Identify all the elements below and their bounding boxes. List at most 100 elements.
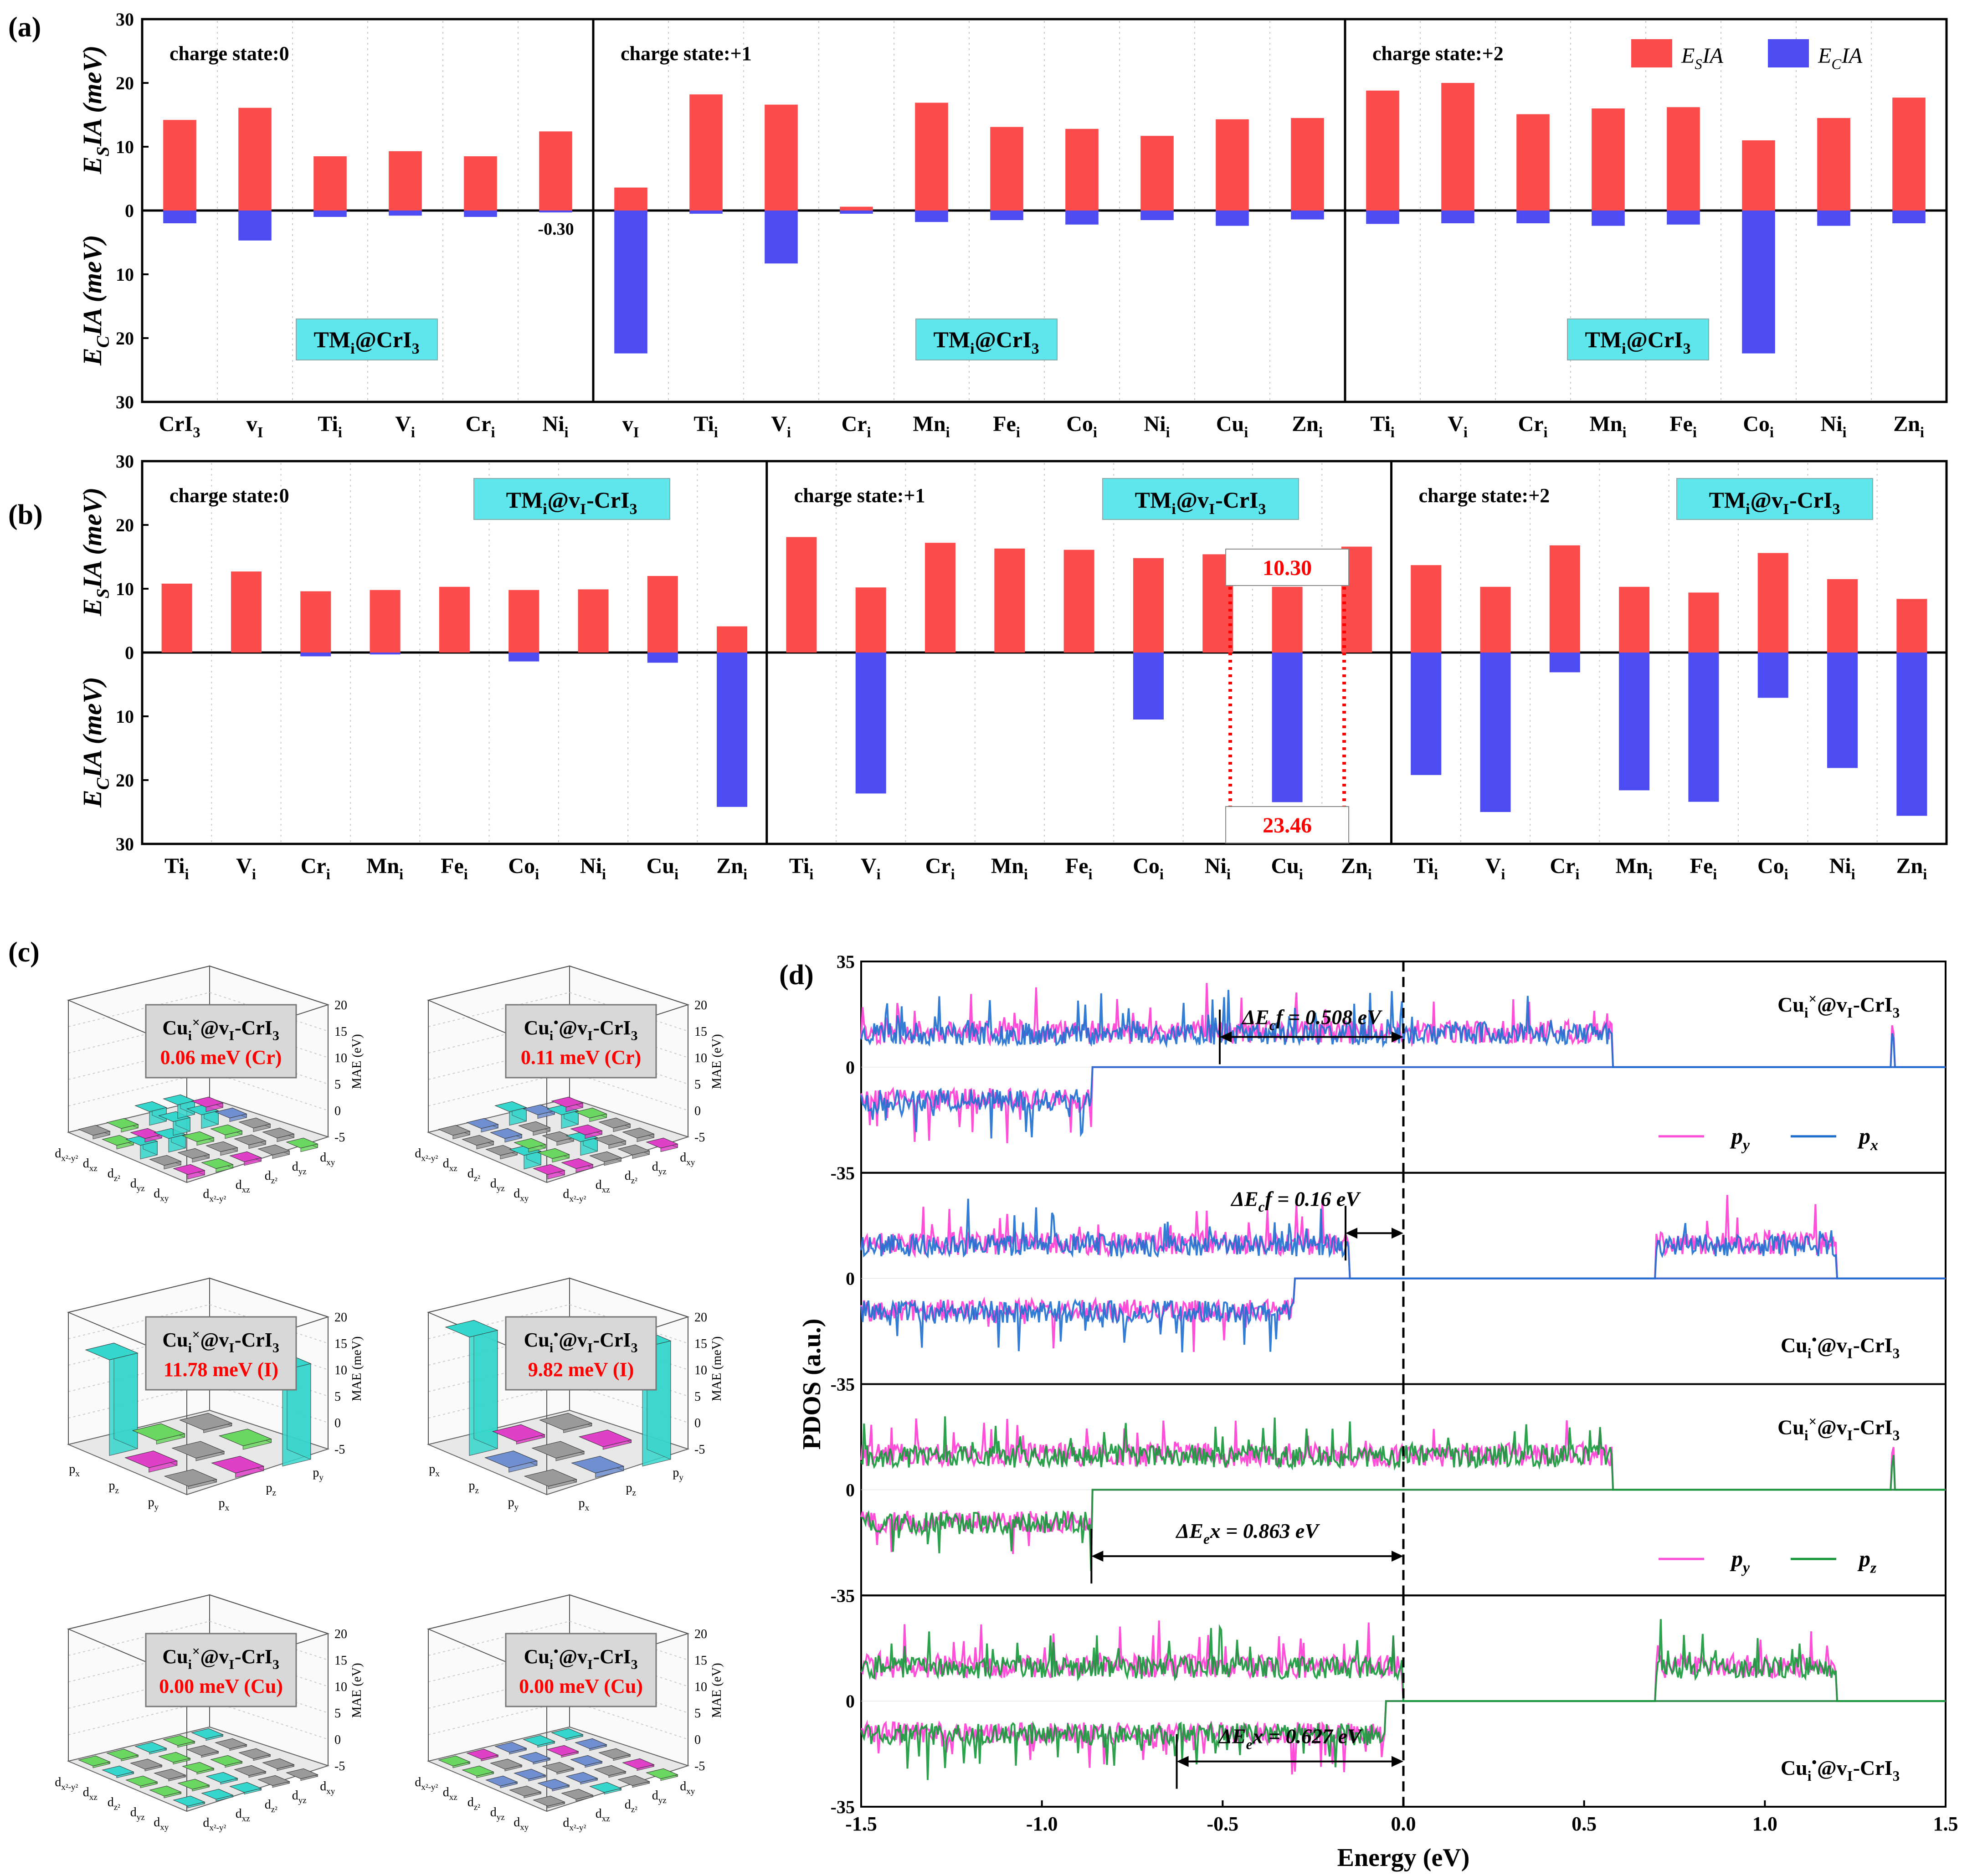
floor-axis-label-right: pz bbox=[266, 1481, 277, 1498]
system-tag-text: TMi @vI -CrI3 bbox=[1135, 487, 1267, 518]
bar-top bbox=[125, 1135, 158, 1146]
bar-top bbox=[124, 1450, 178, 1468]
bar-top bbox=[106, 1118, 139, 1129]
z-tick-label: 10 bbox=[334, 1051, 347, 1065]
bar-sia bbox=[1688, 592, 1719, 653]
bar-top bbox=[524, 1469, 577, 1487]
bar-cia bbox=[855, 653, 886, 794]
charge-state-label: charge state:+2 bbox=[1372, 42, 1504, 65]
gap-arrow-head-right bbox=[1392, 1031, 1403, 1043]
bar-top bbox=[492, 1424, 545, 1442]
floor-axis-label-right: dz² bbox=[625, 1169, 638, 1186]
bar-cia bbox=[647, 653, 678, 663]
x-tick-label: Coi bbox=[1133, 854, 1164, 883]
x-tick-label: Zni bbox=[1896, 854, 1928, 883]
floor-axis-label-left: dz² bbox=[467, 1167, 481, 1183]
x-tick-label: Cri bbox=[1550, 854, 1580, 883]
bar-top bbox=[518, 1121, 551, 1132]
bar-top bbox=[537, 1778, 570, 1790]
bar-top bbox=[484, 1450, 538, 1468]
bar-top bbox=[523, 1735, 555, 1746]
charge-state-label: charge state:+1 bbox=[794, 484, 925, 507]
z-axis-label: MAE (meV) bbox=[350, 1336, 364, 1401]
legend-label-sia: ES IA bbox=[1681, 44, 1723, 72]
bar-sia bbox=[1366, 90, 1399, 211]
bar-top bbox=[132, 1423, 185, 1441]
z-tick-label: 15 bbox=[334, 1654, 347, 1668]
bar-top bbox=[445, 1320, 498, 1337]
gap-arrow-head-left bbox=[1219, 1031, 1232, 1043]
bar-sia bbox=[1411, 565, 1442, 653]
bar-sia bbox=[508, 590, 539, 653]
floor-axis-label-right: dx²-y² bbox=[203, 1816, 226, 1833]
z-tick-label: 15 bbox=[334, 1337, 347, 1351]
bar-sia bbox=[786, 537, 817, 653]
z-tick-label: 20 bbox=[694, 1311, 707, 1325]
bar-top bbox=[565, 1772, 598, 1783]
z-tick-label: -5 bbox=[334, 1131, 345, 1145]
x-tick-label: Coi bbox=[1757, 854, 1789, 883]
bar-top bbox=[78, 1755, 111, 1767]
z-tick-label: -5 bbox=[694, 1759, 705, 1773]
z-tick-label: 20 bbox=[334, 1311, 347, 1325]
x-tick-label: -1.5 bbox=[845, 1813, 877, 1835]
floor-axis-label-left: dyz bbox=[490, 1177, 505, 1193]
floor-axis-label-right: dz² bbox=[265, 1169, 278, 1186]
bar-sia bbox=[238, 108, 272, 211]
curve-p_x-down bbox=[860, 1066, 1946, 1139]
bar-top bbox=[205, 1772, 238, 1783]
x-tick-label: CrI3 bbox=[159, 412, 201, 441]
system-tag-text: TMi @CrI3 bbox=[1585, 327, 1691, 357]
system-tag-box bbox=[1567, 319, 1709, 360]
bar-top bbox=[533, 1164, 565, 1175]
bar-cia bbox=[1827, 653, 1858, 768]
floor-axis-label-left: py bbox=[508, 1496, 519, 1512]
charge-state-label: charge state:0 bbox=[169, 42, 289, 65]
floor-axis-label-right: dz² bbox=[625, 1798, 638, 1814]
bar-sia bbox=[990, 127, 1023, 211]
annotation-ni: -0.30 bbox=[538, 220, 574, 239]
bar-sia bbox=[994, 548, 1025, 653]
x-tick-label: 0.5 bbox=[1572, 1813, 1597, 1835]
z-tick-label: 0 bbox=[334, 1104, 341, 1118]
floor-axis-label-right: pz bbox=[626, 1481, 637, 1498]
bar-top bbox=[546, 1104, 579, 1115]
bar-top bbox=[539, 1413, 593, 1430]
bar-top bbox=[537, 1148, 570, 1159]
legend-label-p_z: pz bbox=[1857, 1546, 1877, 1576]
z-tick-label: 20 bbox=[334, 998, 347, 1013]
z-tick-label: -5 bbox=[334, 1443, 345, 1457]
gap-label: ΔEe x = 0.627 eV bbox=[1218, 1725, 1363, 1753]
system-tag-text: TMi @vI -CrI3 bbox=[506, 487, 638, 518]
mae-label-value: 0.11 meV (Cr) bbox=[521, 1046, 641, 1069]
bar-top bbox=[130, 1758, 163, 1770]
mae-label-title: Cui • @vI -CrI3 bbox=[524, 1644, 638, 1672]
y-axis-label-top: ES IA (meV) bbox=[77, 488, 113, 617]
x-tick-label: Mni bbox=[991, 854, 1028, 883]
x-tick-label: Zni bbox=[1893, 412, 1925, 441]
bar-top bbox=[551, 1728, 584, 1739]
z-tick-label: 5 bbox=[694, 1078, 701, 1092]
grid-line bbox=[428, 1304, 570, 1339]
bar-sia bbox=[1516, 114, 1550, 211]
panel-label-c: (c) bbox=[8, 937, 40, 968]
z-tick-label: 0 bbox=[694, 1733, 701, 1747]
bar-cia bbox=[389, 211, 422, 216]
bar-top bbox=[565, 1131, 598, 1142]
x-tick-label: Fei bbox=[1690, 854, 1718, 883]
mae-label-title: Cui • @vI -CrI3 bbox=[524, 1327, 638, 1355]
bar-cia bbox=[464, 211, 497, 217]
x-tick-label: Tii bbox=[164, 854, 189, 883]
bar-top bbox=[211, 1456, 265, 1474]
x-tick-label: Vi bbox=[1448, 412, 1468, 441]
z-tick-label: 15 bbox=[694, 1025, 707, 1039]
bar-top bbox=[514, 1138, 546, 1149]
bar-sia bbox=[578, 589, 609, 653]
x-tick-label: Cui bbox=[1271, 854, 1303, 883]
bar-top bbox=[589, 1151, 622, 1162]
bar-sia bbox=[840, 206, 873, 211]
x-tick-label: Cri bbox=[1518, 412, 1548, 441]
